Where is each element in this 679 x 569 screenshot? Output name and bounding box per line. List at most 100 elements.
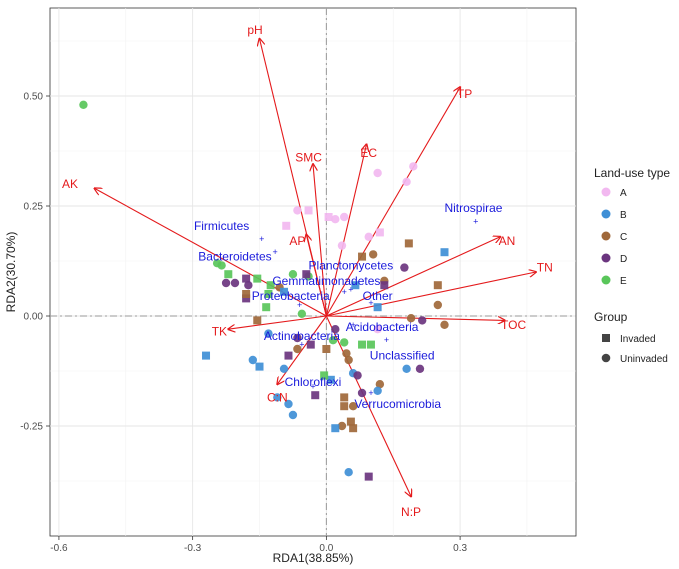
- sample-point-invaded-e: [366, 340, 375, 349]
- sample-point-invaded-b: [440, 248, 449, 257]
- species-marker-verrucomicrobia: +: [368, 388, 373, 398]
- species-label-nitrospirae: Nitrospirae: [444, 201, 502, 215]
- sample-point-uninvaded-b: [248, 355, 258, 365]
- species-label-chloroflexi: Chloroflexi: [285, 375, 342, 389]
- sample-point-uninvaded-d: [244, 281, 253, 290]
- sample-point-uninvaded-c: [342, 349, 351, 358]
- vector-arrow-toc: [326, 315, 504, 320]
- vector-labels: pH TP EC SMC AK AN TN TOC AP TK C:N N:P: [62, 23, 553, 519]
- vector-label-ph: pH: [247, 23, 262, 37]
- species-label-verrucomicrobia: Verrucomicrobia: [354, 397, 441, 411]
- species-marker-proteobacteria: +: [297, 300, 302, 310]
- species-label-actinobacteria: Actinobacteria: [264, 329, 340, 343]
- vector-label-tp: TP: [457, 87, 472, 101]
- legend-landuse-label-a: A: [620, 188, 627, 199]
- legend-group-key-uninvaded: [601, 353, 611, 363]
- sample-point-uninvaded-e: [328, 336, 338, 345]
- species-label-firmicutes: Firmicutes: [194, 219, 249, 233]
- vector-label-c-n: C:N: [267, 390, 288, 404]
- sample-point-invaded-d: [380, 281, 389, 290]
- species-label-gemmatimonadetes: Gemmatimonadetes: [272, 274, 380, 288]
- species-marker-chloroflexi: +: [310, 381, 315, 391]
- sample-point-uninvaded-a: [409, 162, 418, 171]
- species-label-other: Other: [363, 289, 393, 303]
- vector-label-tn: TN: [537, 261, 553, 275]
- vector-label-smc: SMC: [295, 151, 322, 165]
- sample-point-invaded-d: [302, 270, 311, 279]
- vector-arrow-an: [326, 237, 500, 317]
- legend-landuse-label-e: E: [620, 276, 627, 287]
- sample-point-uninvaded-c: [406, 314, 416, 323]
- sample-point-uninvaded-a: [337, 241, 347, 250]
- x-tick-label: -0.6: [50, 543, 68, 554]
- sample-point-invaded-a: [324, 213, 333, 221]
- species-labels: Firmicutes Nitrospirae Bacteroidetes Planct…: [194, 201, 503, 411]
- sample-point-invaded-d: [284, 351, 293, 360]
- y-axis-title: RDA2(30.70%): [4, 232, 18, 313]
- sample-point-uninvaded-c: [337, 421, 347, 431]
- legend-landuse-key-e: [601, 275, 611, 285]
- sample-point-uninvaded-d: [415, 364, 425, 373]
- vector-arrow-c-n: [277, 315, 327, 384]
- sample-point-invaded-c: [340, 393, 349, 402]
- sample-point-invaded-c: [322, 345, 331, 353]
- sample-point-uninvaded-b: [279, 364, 289, 373]
- sample-point-invaded-e: [264, 290, 273, 298]
- sample-point-uninvaded-c: [293, 344, 302, 354]
- legend-group: Group Invaded Uninvaded: [594, 310, 668, 365]
- sample-point-invaded-b: [373, 303, 382, 312]
- sample-point-invaded-b: [255, 362, 264, 371]
- sample-point-uninvaded-b: [288, 410, 298, 420]
- legend-group-title: Group: [594, 310, 628, 324]
- vector-label-tk: TK: [212, 324, 227, 338]
- sample-point-uninvaded-c: [344, 355, 353, 365]
- legend-landuse-key-b: [601, 209, 611, 219]
- y-tick-label: -0.25: [20, 422, 43, 433]
- sample-point-uninvaded-b: [284, 399, 293, 409]
- sample-point-invaded-e: [358, 340, 367, 349]
- sample-point-uninvaded-b: [402, 364, 411, 373]
- sample-point-invaded-d: [242, 294, 251, 303]
- sample-point-uninvaded-e: [217, 261, 226, 270]
- sample-point-invaded-a: [304, 206, 313, 215]
- legend-landuse-title: Land-use type: [594, 166, 670, 180]
- vector-label-ap: AP: [289, 234, 305, 248]
- x-tick-label: -0.3: [184, 543, 202, 554]
- legend-landuse-label-d: D: [620, 254, 627, 265]
- vector-label-toc: TOC: [501, 318, 526, 332]
- legend-landuse-label-c: C: [620, 232, 627, 243]
- sample-point-invaded-d: [306, 340, 315, 349]
- sample-point-invaded-e: [224, 270, 233, 279]
- species-marker-unclassified: +: [384, 335, 389, 345]
- x-axis-ticks: -0.6 -0.3 0.0 0.3: [50, 536, 467, 554]
- vector-label-n-p: N:P: [401, 505, 421, 519]
- species-marker-bacteroidetes: +: [272, 247, 277, 257]
- sample-point-uninvaded-c: [433, 300, 443, 310]
- sample-point-uninvaded-d: [221, 278, 231, 288]
- sample-point-invaded-c: [349, 424, 358, 433]
- vector-arrow-ec: [325, 144, 366, 317]
- x-axis-title: RDA1(38.85%): [273, 551, 354, 565]
- species-marker-actinobacteria: +: [299, 340, 304, 350]
- sample-point-uninvaded-d: [418, 316, 427, 325]
- sample-point-uninvaded-a: [373, 168, 382, 178]
- sample-point-invaded-e: [266, 281, 275, 290]
- sample-point-invaded-c: [340, 402, 349, 411]
- sample-point-uninvaded-e: [79, 100, 88, 110]
- legend-landuse-key-d: [601, 253, 611, 263]
- sample-point-uninvaded-d: [230, 278, 240, 288]
- legend-landuse-key-a: [601, 187, 611, 197]
- sample-point-invaded-c: [346, 417, 355, 426]
- sample-point-uninvaded-d: [293, 333, 302, 343]
- sample-point-uninvaded-e: [288, 270, 298, 279]
- sample-point-uninvaded-d: [353, 371, 362, 380]
- vector-arrow-tn: [326, 272, 536, 317]
- grid-lines: [50, 8, 576, 536]
- sample-point-invaded-c: [253, 316, 262, 325]
- sample-point-uninvaded-a: [340, 212, 349, 222]
- y-tick-label: 0.50: [24, 92, 44, 103]
- sample-point-uninvaded-d: [400, 263, 409, 272]
- species-marker-planctomycetes: +: [348, 285, 353, 295]
- legend-group-label-invaded: Invaded: [620, 334, 656, 345]
- species-marker-other: +: [368, 298, 373, 308]
